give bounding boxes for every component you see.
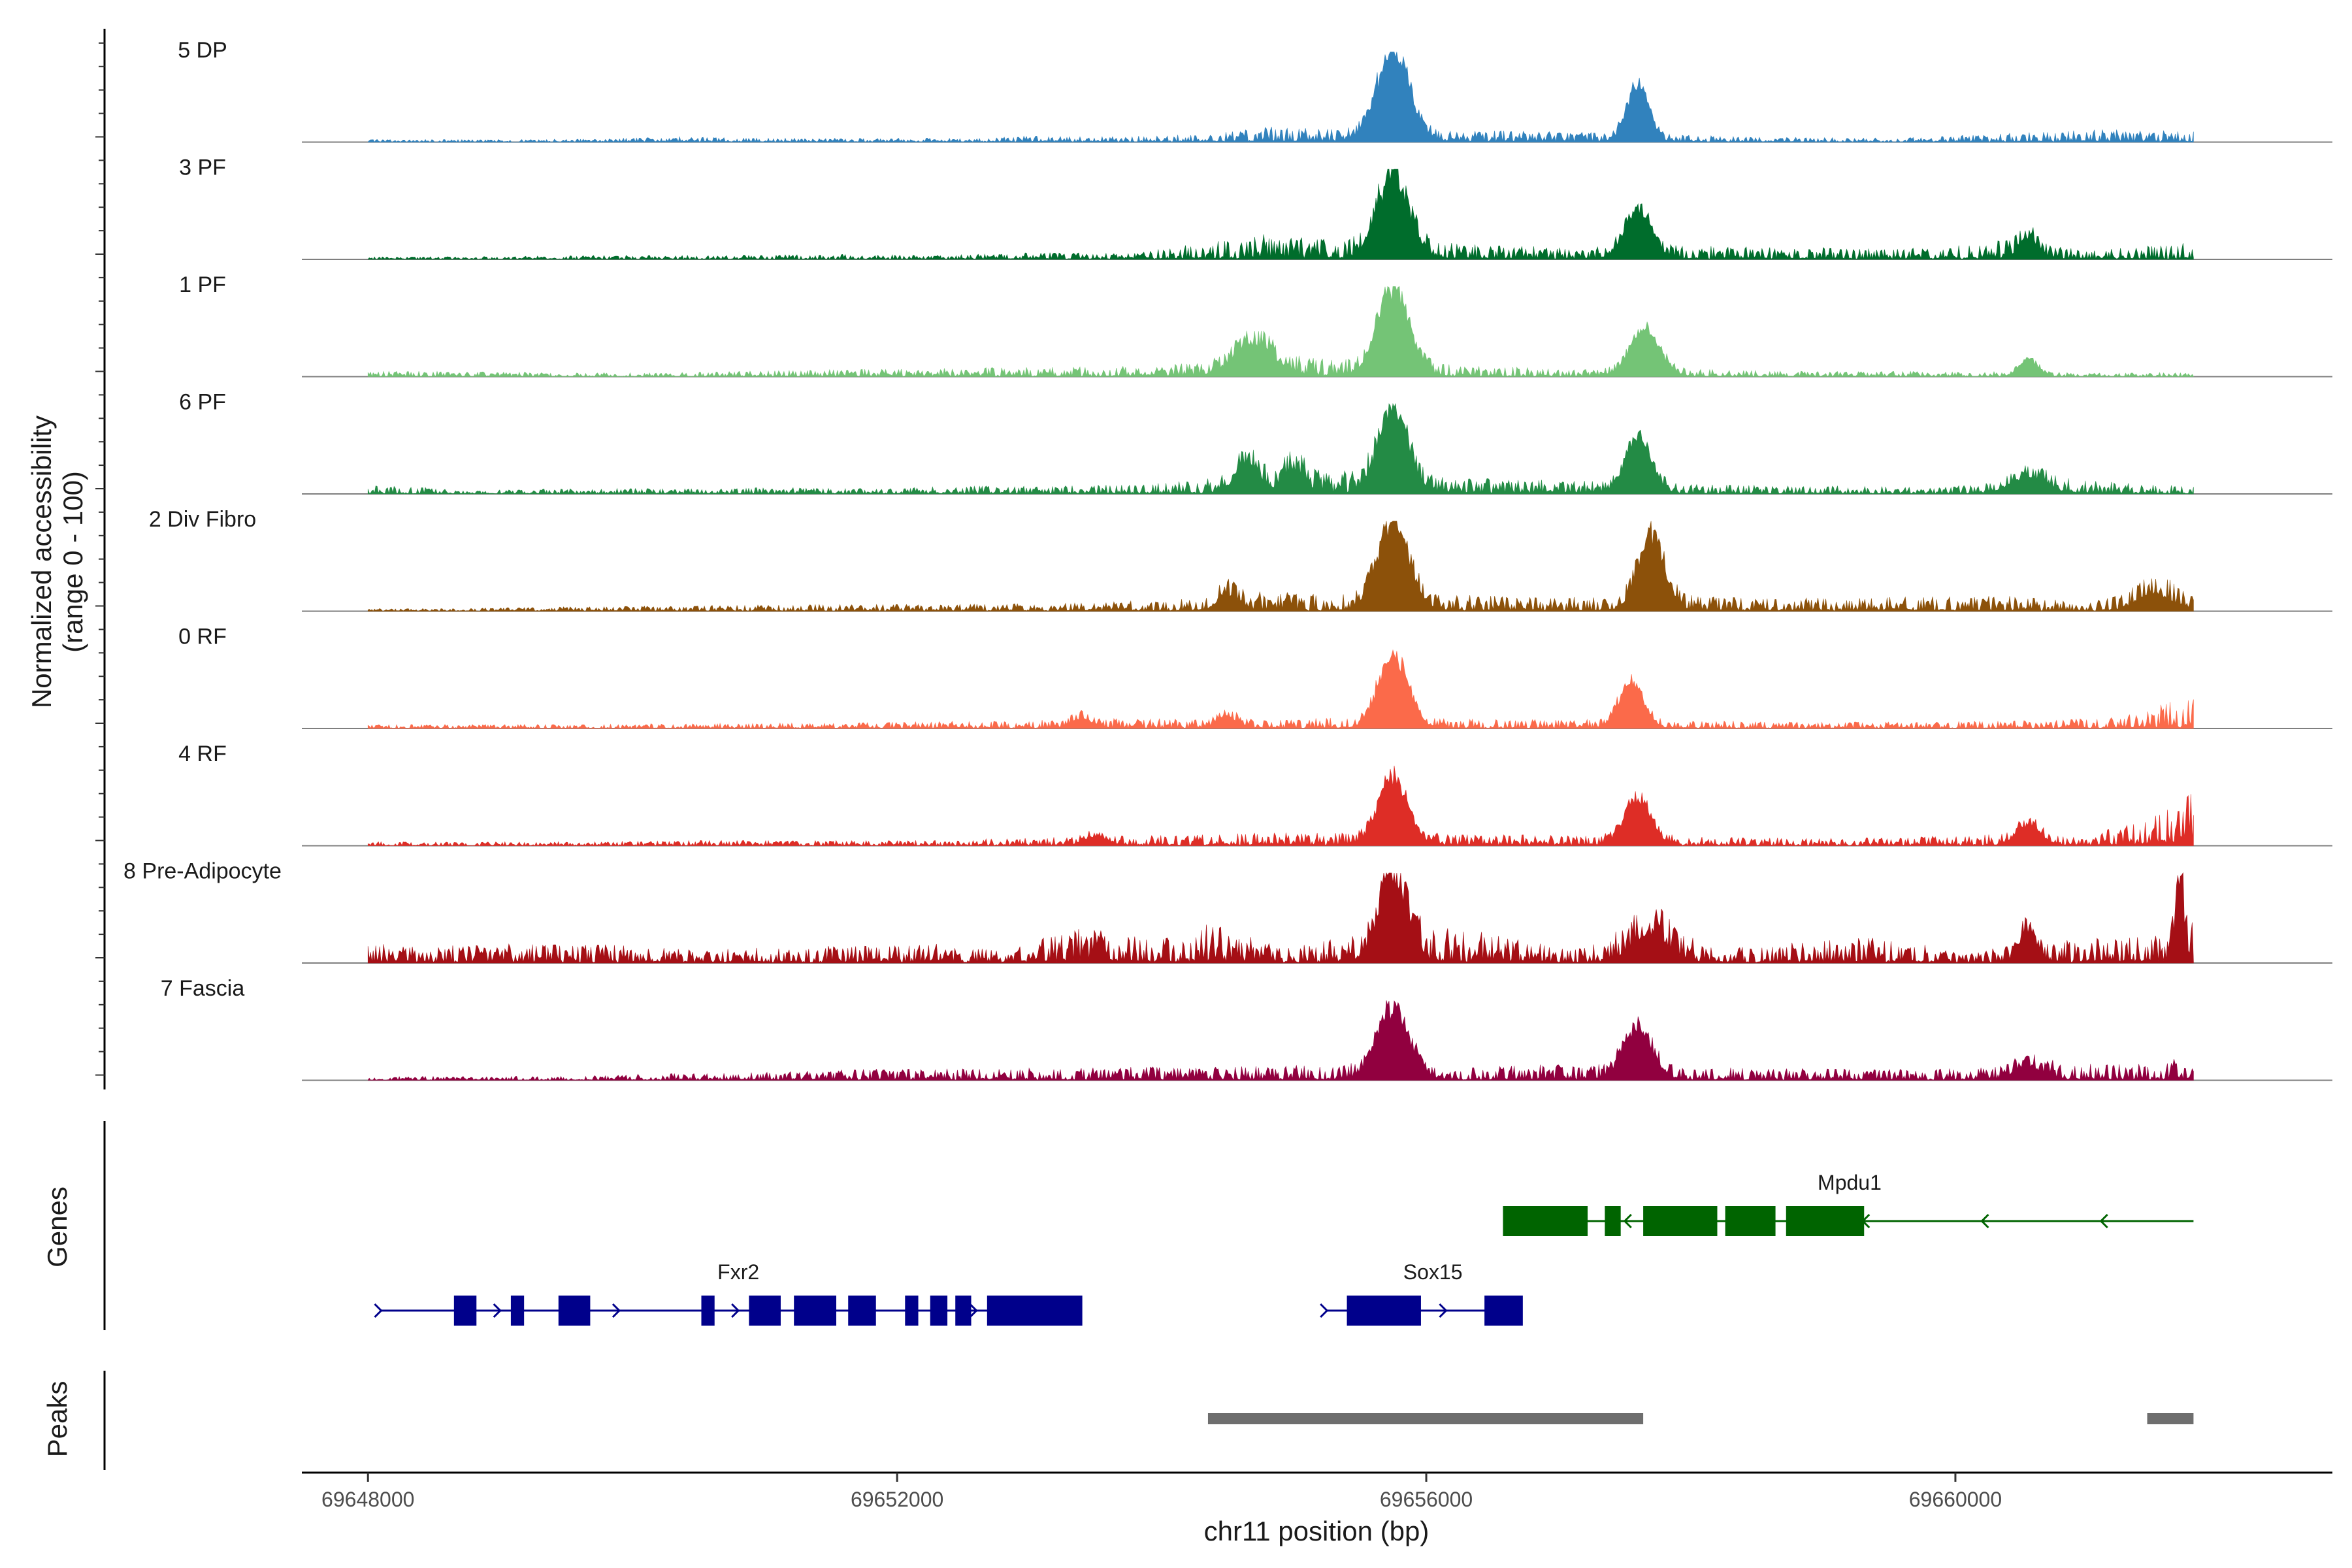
gene-label: Sox15: [1403, 1260, 1463, 1284]
gene-exon: [510, 1296, 525, 1326]
coverage-track: 5 DP: [178, 38, 2332, 143]
strand-arrow: [493, 1303, 502, 1318]
strand-arrow: [1623, 1213, 1632, 1229]
gene-label: Mpdu1: [1818, 1171, 1882, 1194]
gene-exon: [453, 1296, 477, 1326]
coverage-area: [367, 286, 2194, 378]
strand-arrow: [969, 1303, 978, 1318]
coverage-area: [367, 521, 2194, 612]
gene-exon: [930, 1296, 948, 1326]
peak-region: [2147, 1413, 2194, 1424]
genes-track-label: Genes: [42, 1186, 73, 1267]
track-label: 3 PF: [179, 155, 226, 180]
accessibility-y-axis: [95, 29, 106, 1090]
gene-label: Fxr2: [717, 1260, 759, 1284]
gene-exon: [1503, 1206, 1588, 1236]
coverage-track: 6 PF: [179, 390, 2332, 495]
coverage-tracks: 5 DP 3 PF 1 PF 6 PF 2 Div Fibro 0 RF 4 RF 8 Pre…: [123, 38, 2332, 1081]
coverage-area: [367, 52, 2194, 143]
gene-exon: [1347, 1296, 1421, 1326]
gene-exon: [1786, 1206, 1865, 1236]
gene-exon: [1725, 1206, 1776, 1236]
strand-arrow: [2099, 1213, 2108, 1229]
coverage-track: 2 Div Fibro: [149, 507, 2332, 612]
strand-arrow: [1320, 1303, 1329, 1318]
gene-model: Sox15: [1320, 1260, 1523, 1326]
x-tick-label: 69660000: [1909, 1488, 2002, 1511]
gene-exon: [749, 1296, 781, 1326]
coverage-track: 7 Fascia: [161, 976, 2332, 1081]
gene-exon: [955, 1296, 972, 1326]
peak-region: [1207, 1413, 1644, 1424]
gene-exon: [987, 1296, 1083, 1326]
gene-exon: [701, 1296, 715, 1326]
gene-exon: [794, 1296, 837, 1326]
track-label: 4 RF: [178, 742, 227, 766]
coverage-area: [367, 766, 2194, 847]
genes-track: Fxr2 Sox15 Mpdu1: [103, 1121, 2194, 1330]
track-label: 2 Div Fibro: [149, 507, 256, 532]
gene-exon: [848, 1296, 876, 1326]
strand-arrow: [731, 1303, 740, 1318]
strand-arrow: [1439, 1303, 1448, 1318]
gene-model: Fxr2: [374, 1260, 1083, 1326]
coverage-track: 8 Pre-Adipocyte: [123, 859, 2332, 964]
track-label: 8 Pre-Adipocyte: [123, 859, 282, 884]
coverage-area: [367, 169, 2194, 260]
coverage-area: [367, 402, 2194, 495]
gene-exon: [1484, 1296, 1523, 1326]
genomic-x-axis: 69648000 69652000 69656000 69660000: [302, 1471, 2332, 1511]
coverage-area: [367, 872, 2194, 964]
strand-arrow: [374, 1303, 383, 1318]
track-label: 0 RF: [178, 625, 227, 649]
gene-exon: [1605, 1206, 1621, 1236]
peaks-track-label: Peaks: [42, 1381, 73, 1458]
x-axis-title: chr11 position (bp): [1204, 1516, 1429, 1546]
track-label: 7 Fascia: [161, 976, 245, 1001]
track-label: 5 DP: [178, 38, 227, 63]
y-axis-subtitle: (range 0 - 100): [57, 471, 88, 653]
coverage-track: 1 PF: [179, 272, 2332, 378]
coverage-track: 4 RF: [178, 742, 2332, 847]
x-tick-label: 69652000: [851, 1488, 943, 1511]
gene-exon: [905, 1296, 919, 1326]
peaks-track: [103, 1371, 2194, 1470]
track-label: 6 PF: [179, 390, 226, 415]
track-label: 1 PF: [179, 272, 226, 297]
y-axis-title: Normalized accessibility: [26, 416, 57, 708]
gene-model: Mpdu1: [1503, 1171, 2194, 1236]
gene-exon: [558, 1296, 591, 1326]
gene-exon: [1643, 1206, 1718, 1236]
strand-arrow: [1980, 1213, 1989, 1229]
x-tick-label: 69656000: [1380, 1488, 1473, 1511]
coverage-area: [367, 1000, 2194, 1081]
coverage-area: [367, 649, 2194, 729]
strand-arrow: [612, 1303, 621, 1318]
x-tick-label: 69648000: [321, 1488, 414, 1511]
coverage-track: 0 RF: [178, 625, 2332, 729]
coverage-track: 3 PF: [179, 155, 2332, 260]
